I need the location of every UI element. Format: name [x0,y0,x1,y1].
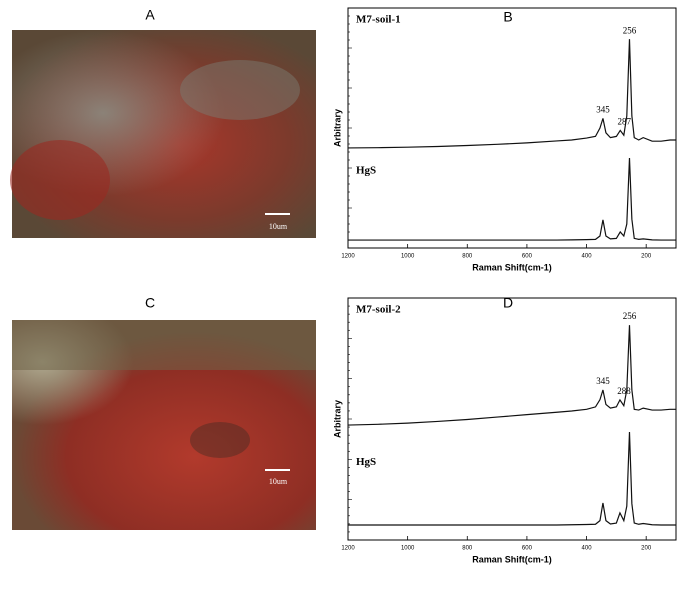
series-label: HgS [356,456,376,468]
scale-bar-label: 10um [269,222,288,231]
panel-label: B [503,9,512,25]
peak-label: 256 [623,311,637,321]
y-axis-label: Arbitrary [332,400,342,438]
peak-label: 256 [623,25,637,35]
peak-label: 345 [596,376,610,386]
x-tick-label: 600 [522,546,533,552]
micrograph-c [12,320,316,530]
panel-label: A [145,7,155,23]
x-tick-label: 1000 [401,546,415,552]
x-tick-label: 1200 [341,546,355,552]
y-axis-label: Arbitrary [332,109,342,147]
series-label: M7-soil-2 [356,304,401,316]
spectrum-line [347,325,676,426]
series-label: M7-soil-1 [356,14,401,26]
scale-bar-label: 10um [269,477,288,486]
x-tick-label: 800 [462,254,473,260]
x-tick-label: 400 [582,546,593,552]
spectrum-line [348,157,676,241]
x-tick-label: 600 [522,254,533,260]
peak-label: 288 [617,386,631,396]
panel-label: C [145,295,155,311]
x-axis-label: Raman Shift(cm-1) [472,262,552,272]
panel-label: D [503,295,513,311]
peak-label: 345 [596,104,610,114]
x-tick-label: 200 [641,254,652,260]
x-tick-label: 800 [462,546,473,552]
micrograph-a [10,30,316,238]
x-tick-label: 400 [582,254,593,260]
x-axis-label: Raman Shift(cm-1) [472,554,552,564]
series-label: HgS [356,165,376,177]
peak-label: 287 [617,116,631,126]
x-tick-label: 1200 [341,254,355,260]
spectrum-line [348,432,676,526]
spectrum-line [347,39,676,149]
x-tick-label: 200 [641,546,652,552]
x-tick-label: 1000 [401,254,415,260]
